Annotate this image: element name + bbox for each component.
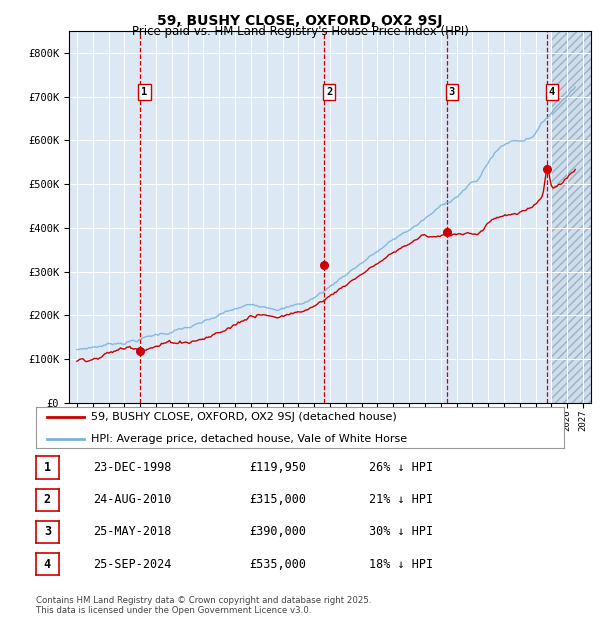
- Text: HPI: Average price, detached house, Vale of White Horse: HPI: Average price, detached house, Vale…: [91, 434, 407, 444]
- Text: Price paid vs. HM Land Registry's House Price Index (HPI): Price paid vs. HM Land Registry's House …: [131, 25, 469, 38]
- Text: 1: 1: [44, 461, 51, 474]
- Text: 1: 1: [141, 87, 148, 97]
- Text: 21% ↓ HPI: 21% ↓ HPI: [369, 494, 433, 506]
- Text: 4: 4: [549, 87, 555, 97]
- Text: £535,000: £535,000: [249, 558, 306, 570]
- Text: £119,950: £119,950: [249, 461, 306, 474]
- Text: £315,000: £315,000: [249, 494, 306, 506]
- Text: 4: 4: [44, 558, 51, 570]
- Text: 23-DEC-1998: 23-DEC-1998: [93, 461, 172, 474]
- Text: 24-AUG-2010: 24-AUG-2010: [93, 494, 172, 506]
- Text: 26% ↓ HPI: 26% ↓ HPI: [369, 461, 433, 474]
- Text: 3: 3: [44, 526, 51, 538]
- Text: 3: 3: [449, 87, 455, 97]
- Text: 18% ↓ HPI: 18% ↓ HPI: [369, 558, 433, 570]
- Text: 30% ↓ HPI: 30% ↓ HPI: [369, 526, 433, 538]
- Text: 59, BUSHY CLOSE, OXFORD, OX2 9SJ: 59, BUSHY CLOSE, OXFORD, OX2 9SJ: [157, 14, 443, 28]
- Text: Contains HM Land Registry data © Crown copyright and database right 2025.
This d: Contains HM Land Registry data © Crown c…: [36, 596, 371, 615]
- Text: 2: 2: [44, 494, 51, 506]
- Text: £390,000: £390,000: [249, 526, 306, 538]
- Bar: [551, 31, 591, 403]
- Text: 25-SEP-2024: 25-SEP-2024: [93, 558, 172, 570]
- Text: 59, BUSHY CLOSE, OXFORD, OX2 9SJ (detached house): 59, BUSHY CLOSE, OXFORD, OX2 9SJ (detach…: [91, 412, 397, 422]
- Bar: [551, 31, 591, 403]
- Text: 2: 2: [326, 87, 332, 97]
- Text: 25-MAY-2018: 25-MAY-2018: [93, 526, 172, 538]
